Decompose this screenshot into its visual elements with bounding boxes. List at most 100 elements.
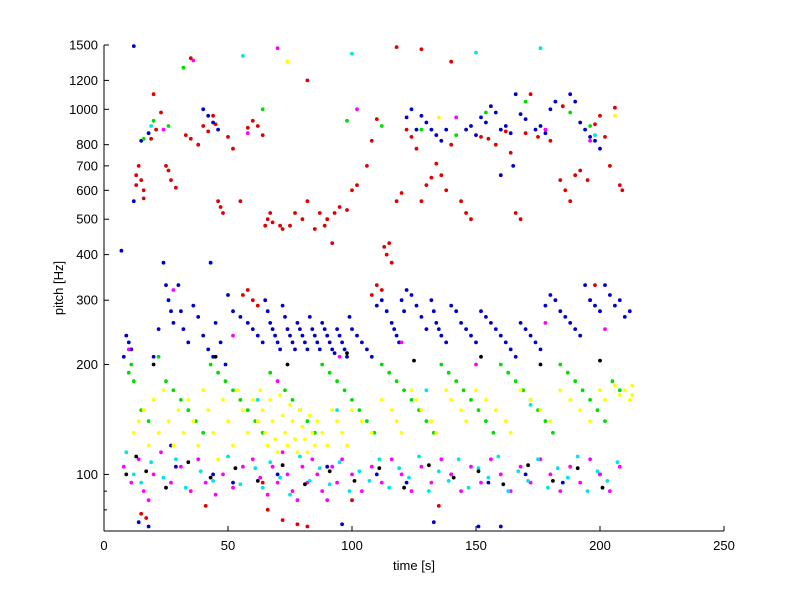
data-point — [263, 223, 268, 228]
data-point — [389, 457, 394, 462]
data-point — [149, 124, 154, 128]
data-point — [241, 293, 245, 297]
data-point — [419, 199, 424, 204]
data-point — [456, 457, 461, 462]
data-point — [325, 464, 330, 469]
data-point — [126, 347, 131, 352]
data-point — [454, 309, 459, 314]
data-point — [124, 450, 129, 455]
data-point — [226, 293, 230, 297]
data-point — [439, 362, 444, 367]
data-point — [459, 321, 463, 325]
data-point — [151, 472, 156, 477]
data-point — [484, 120, 488, 125]
data-point — [528, 398, 533, 402]
data-point — [605, 479, 610, 483]
data-point — [578, 408, 583, 412]
data-point — [275, 450, 280, 455]
data-point — [270, 327, 275, 331]
data-point — [555, 466, 560, 471]
data-point — [201, 107, 206, 112]
data-point — [191, 58, 196, 63]
data-point — [489, 104, 493, 109]
data-point — [603, 419, 607, 423]
data-point — [166, 168, 171, 173]
data-point — [337, 460, 342, 465]
data-point — [355, 333, 359, 338]
data-point — [350, 188, 354, 193]
data-point — [379, 362, 384, 367]
data-point — [523, 131, 528, 136]
data-point — [280, 463, 285, 468]
data-point — [429, 419, 434, 423]
data-point — [119, 248, 124, 253]
data-point — [216, 457, 221, 462]
data-point — [179, 309, 183, 314]
data-point — [459, 489, 463, 493]
data-point — [146, 419, 151, 423]
data-point — [429, 480, 434, 485]
data-point — [369, 354, 374, 359]
data-point — [124, 333, 129, 338]
data-point — [285, 362, 290, 367]
data-point — [449, 142, 454, 147]
data-point — [565, 475, 570, 480]
data-point — [424, 388, 429, 393]
data-point — [444, 340, 449, 345]
data-point — [434, 161, 439, 166]
data-point — [322, 327, 327, 331]
data-point — [288, 403, 292, 407]
data-point — [387, 241, 392, 246]
data-point — [617, 183, 622, 188]
data-point — [404, 127, 409, 132]
data-point — [538, 347, 543, 352]
data-point — [543, 303, 548, 308]
data-point — [493, 142, 498, 147]
data-point — [337, 333, 342, 338]
data-point — [231, 309, 235, 314]
data-point — [357, 408, 362, 412]
data-point — [325, 217, 330, 222]
data-point — [161, 260, 166, 265]
data-point — [290, 419, 295, 423]
data-point — [479, 115, 483, 120]
data-point — [188, 56, 193, 61]
data-point — [241, 464, 245, 469]
data-point — [543, 419, 548, 423]
data-point — [288, 333, 292, 338]
data-point — [449, 59, 454, 64]
data-point — [474, 340, 478, 345]
data-point — [303, 482, 307, 487]
data-point — [327, 370, 332, 375]
data-point — [196, 457, 201, 462]
data-point — [538, 362, 543, 367]
data-point — [436, 327, 441, 331]
data-point — [526, 463, 530, 468]
data-point — [144, 469, 149, 474]
data-point — [414, 127, 419, 132]
data-point — [379, 480, 384, 485]
data-point — [439, 138, 444, 143]
data-point — [129, 480, 134, 485]
data-point — [414, 303, 419, 308]
data-point — [617, 388, 622, 393]
data-point — [409, 489, 414, 493]
data-point — [174, 464, 178, 469]
data-point — [181, 65, 186, 70]
data-point — [238, 199, 243, 204]
data-point — [379, 398, 384, 402]
data-point — [221, 211, 225, 215]
data-point — [558, 178, 563, 183]
data-point — [260, 340, 265, 345]
data-point — [360, 340, 364, 345]
data-point — [169, 309, 173, 314]
data-point — [498, 524, 503, 529]
data-point — [553, 298, 558, 303]
data-point — [131, 472, 136, 477]
data-point — [389, 260, 394, 265]
data-point — [568, 321, 573, 325]
data-point — [134, 183, 139, 188]
data-point — [201, 430, 206, 435]
data-point — [469, 217, 473, 222]
data-point — [583, 127, 587, 132]
